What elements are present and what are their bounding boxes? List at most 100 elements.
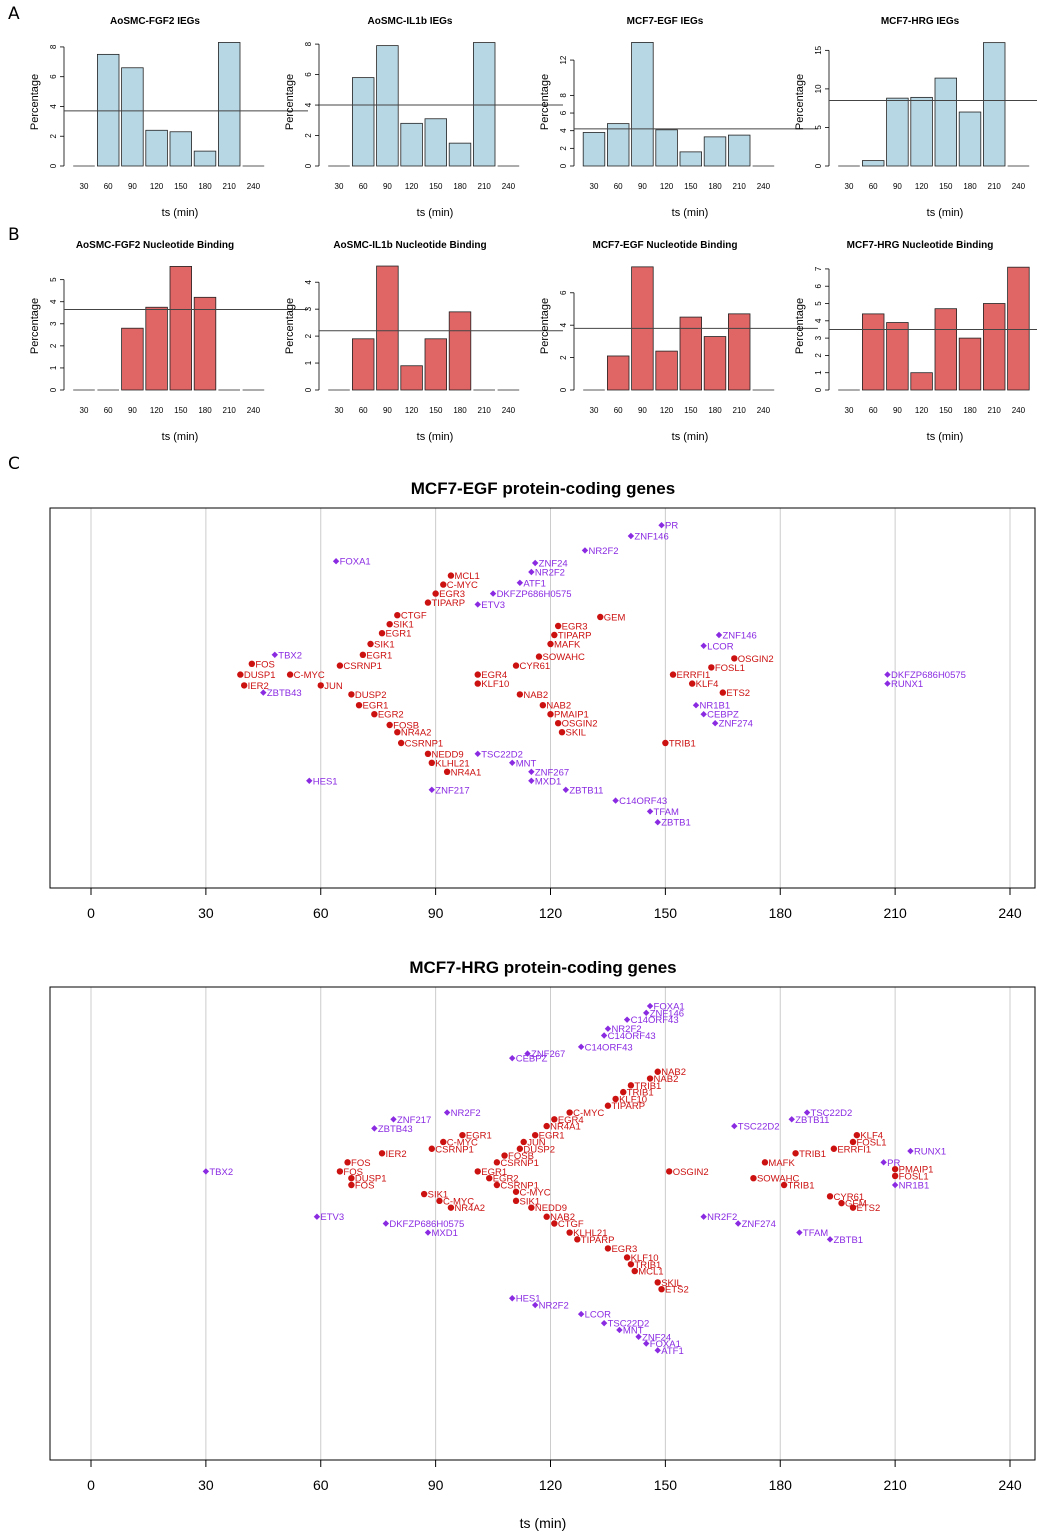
x-tick-label: 180 (769, 905, 793, 921)
x-axis-label: ts (min) (162, 431, 199, 443)
gene-label: ETV3 (481, 600, 505, 611)
gene-label: SIK1 (374, 640, 395, 651)
gene-point (531, 1301, 539, 1309)
x-tick-label: 30 (198, 1477, 214, 1493)
gene-label: ERRFI1 (677, 670, 711, 681)
bar (703, 136, 727, 167)
gene-label: EGR1 (481, 1167, 507, 1178)
gene-label: NR2F2 (707, 1212, 737, 1223)
gene-point (547, 640, 554, 648)
bar (169, 266, 193, 391)
gene-label: SOWAHC (543, 652, 586, 663)
bar (448, 311, 472, 391)
bar (376, 45, 399, 167)
x-tick-label: 90 (383, 406, 392, 415)
bar (655, 129, 678, 167)
x-tick-label: 150 (654, 1477, 678, 1493)
gene-point (731, 1122, 738, 1130)
gene-point (378, 630, 386, 637)
gene-point (853, 1131, 861, 1139)
gene-label: MNT (516, 758, 537, 769)
panel-label-a: A (8, 4, 20, 24)
gene-label: TRIB1 (627, 1088, 654, 1099)
gene-label: PMAIP1 (554, 710, 589, 721)
plot-frame (49, 986, 1036, 1461)
x-axis-label: ts (min) (672, 431, 709, 443)
gene-point (336, 1168, 344, 1175)
gene-point (734, 1220, 742, 1227)
gene-label: NR4A2 (454, 1203, 485, 1214)
bar (703, 336, 727, 391)
gene-label: SKIL (565, 728, 586, 739)
x-axis-label: ts (min) (417, 431, 454, 443)
bar (145, 306, 168, 391)
x-tick-label: 210 (223, 182, 237, 191)
y-tick-label: 2 (49, 133, 58, 138)
gene-point (432, 590, 439, 597)
x-tick-label: 60 (359, 182, 368, 191)
gene-label: ETS2 (665, 1285, 689, 1296)
gene-point (382, 1220, 390, 1227)
chart-title: MCF7-HRG IEGs (881, 16, 960, 27)
gene-point (516, 691, 524, 698)
y-tick-label: 4 (49, 104, 58, 109)
gene-label: C-MYC (294, 670, 325, 681)
bar (679, 316, 703, 391)
gene-point (604, 1245, 612, 1252)
gene-point (489, 590, 497, 597)
y-tick-label: 1 (49, 365, 58, 370)
x-tick-label: 210 (223, 406, 237, 415)
gene-label: FOSB (393, 721, 419, 732)
x-tick-label: 60 (359, 406, 368, 415)
gene-point (891, 1181, 899, 1189)
y-tick-label: 3 (814, 335, 823, 340)
y-tick-label: 0 (304, 163, 313, 168)
gene-point (493, 1181, 501, 1189)
gene-label: ETS2 (857, 1203, 881, 1214)
gene-label: C-MYC (447, 580, 478, 591)
gene-label: TRIB1 (634, 1081, 661, 1092)
gene-point (447, 1204, 455, 1211)
x-tick-label: 30 (198, 905, 214, 921)
gene-point (509, 1295, 516, 1302)
gene-point (378, 1150, 386, 1157)
x-tick-label: 30 (335, 406, 344, 415)
gene-label: ZNF267 (535, 767, 569, 778)
y-tick-label: 4 (814, 318, 823, 323)
gene-label: FOS (351, 1158, 371, 1169)
gene-label: JUN (527, 1137, 546, 1148)
gene-label: PMAIP1 (899, 1165, 934, 1176)
gene-point (551, 1220, 558, 1227)
gene-point (750, 1175, 757, 1182)
gene-label: TBX2 (209, 1167, 233, 1178)
bar (679, 151, 703, 167)
gene-point (719, 689, 727, 696)
gene-label: C14ORF43 (619, 796, 667, 807)
gene-label: DUSP1 (355, 1174, 387, 1185)
x-tick-label: 90 (128, 182, 137, 191)
gene-point (658, 1285, 665, 1293)
gene-label: MXD1 (431, 1228, 457, 1239)
x-tick-label: 120 (150, 182, 164, 191)
bar (1007, 266, 1030, 391)
gene-label: ZNF146 (650, 1008, 684, 1019)
gene-label: FOXA1 (340, 557, 371, 568)
x-tick-label: 60 (313, 905, 329, 921)
x-tick-label: 240 (247, 406, 261, 415)
gene-point (344, 1159, 351, 1166)
x-tick-label: 120 (539, 1477, 563, 1493)
gene-point (512, 1188, 520, 1195)
gene-point (646, 1075, 654, 1082)
gene-point (891, 1165, 899, 1173)
gene-point (838, 1199, 845, 1207)
y-tick-label: 8 (304, 41, 313, 46)
gene-point (830, 1145, 838, 1152)
x-tick-label: 150 (654, 905, 678, 921)
bar (862, 160, 885, 167)
bar (934, 77, 958, 167)
gene-point (646, 1002, 654, 1010)
y-tick-label: 5 (814, 125, 823, 130)
gene-label: NAB2 (661, 1067, 686, 1078)
bar (351, 338, 375, 391)
